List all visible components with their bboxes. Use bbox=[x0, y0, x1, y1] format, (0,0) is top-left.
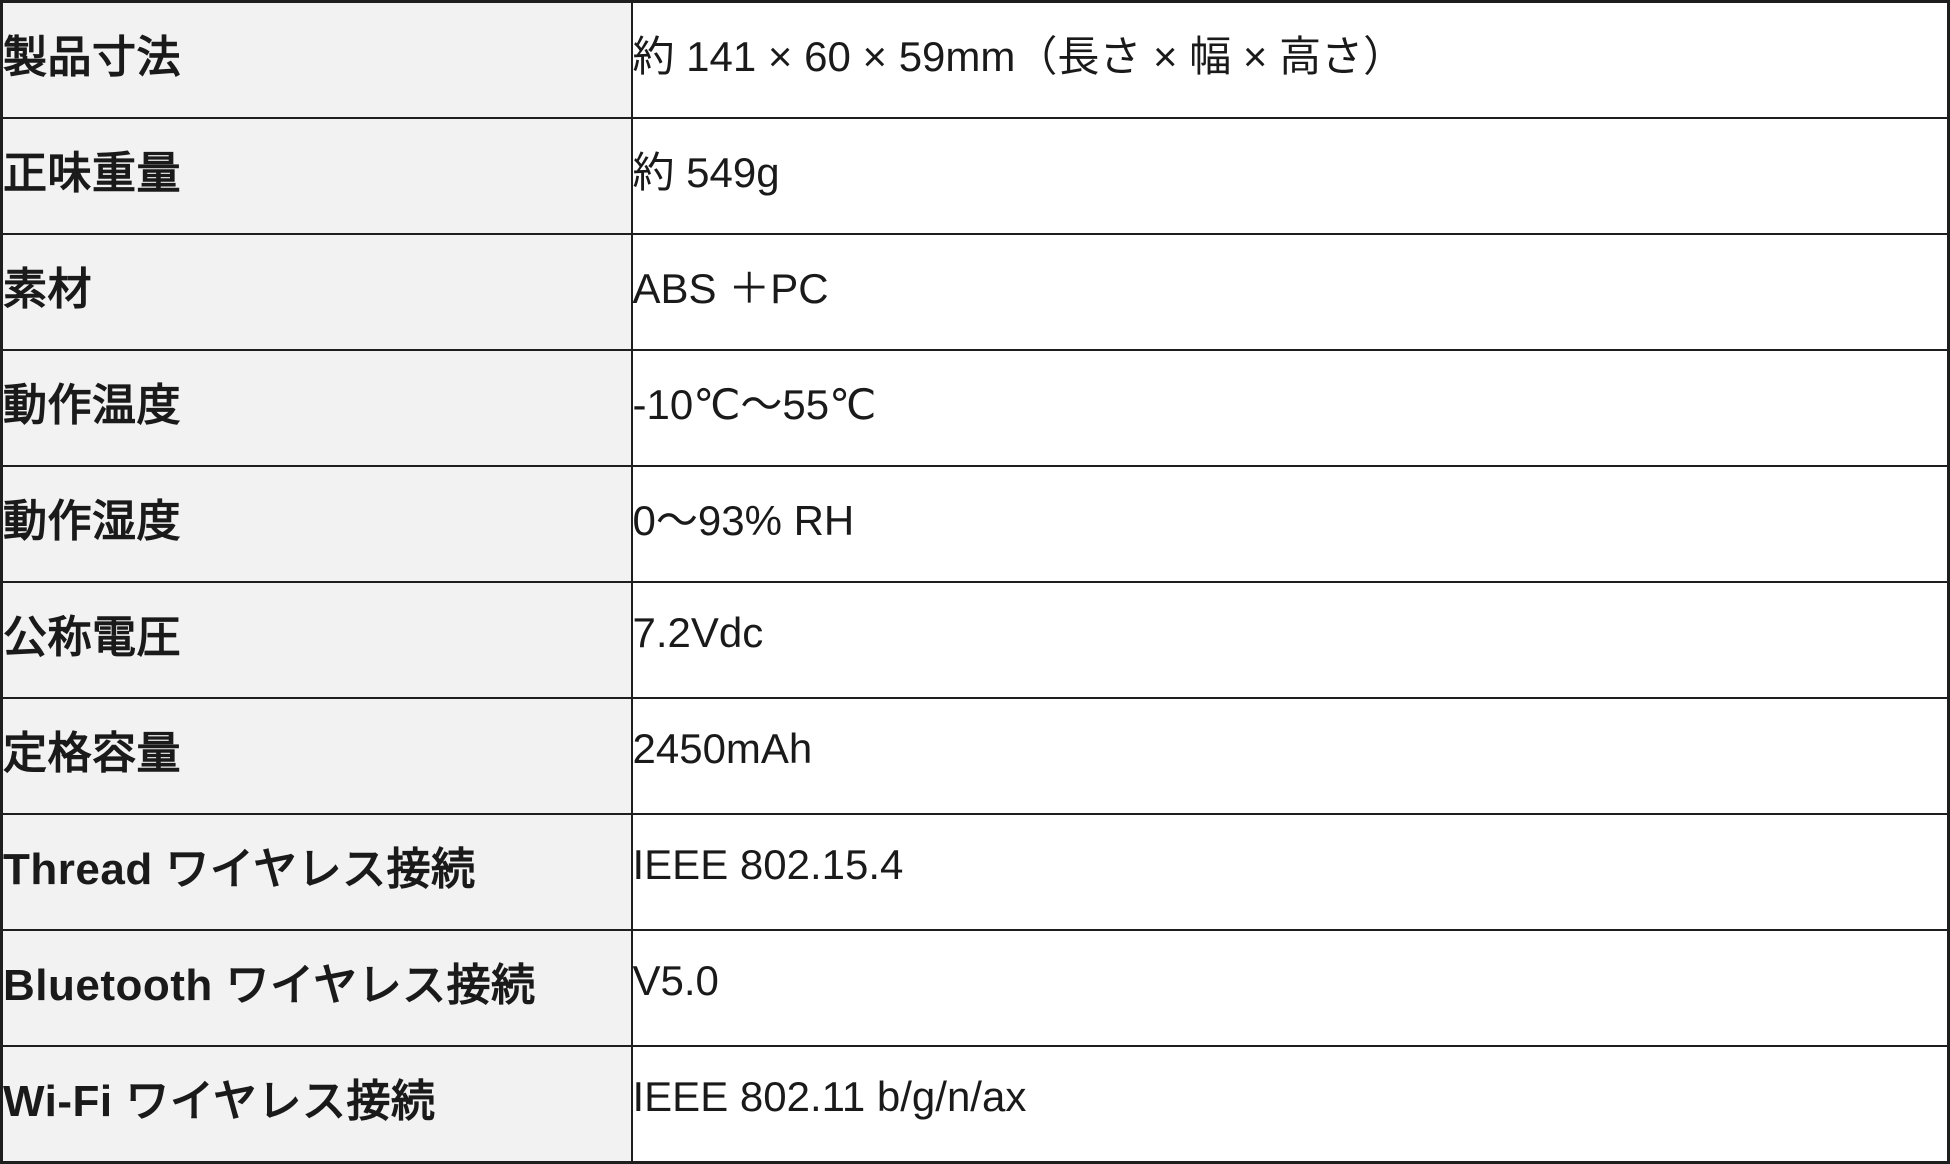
spec-value-bluetooth-wireless: V5.0 bbox=[630, 928, 1950, 1047]
spec-value-thread-wireless: IEEE 802.15.4 bbox=[630, 812, 1950, 931]
spec-label-operating-temperature: 動作温度 bbox=[0, 349, 633, 468]
spec-value-material: ABS ＋PC bbox=[630, 233, 1950, 352]
spec-label-bluetooth-wireless: Bluetooth ワイヤレス接続 bbox=[0, 928, 633, 1047]
spec-label-wifi-wireless: Wi-Fi ワイヤレス接続 bbox=[0, 1044, 633, 1164]
spec-label-operating-humidity: 動作湿度 bbox=[0, 465, 633, 583]
table-row: 動作温度 -10℃～55℃ bbox=[0, 349, 1950, 468]
spec-label-nominal-voltage: 公称電圧 bbox=[0, 580, 633, 699]
spec-value-operating-humidity: 0～93% RH bbox=[630, 465, 1950, 583]
spec-value-wifi-wireless: IEEE 802.11 b/g/n/ax bbox=[630, 1044, 1950, 1164]
table-row: Thread ワイヤレス接続 IEEE 802.15.4 bbox=[0, 812, 1950, 931]
spec-value-net-weight: 約 549g bbox=[630, 117, 1950, 236]
table-row: Wi-Fi ワイヤレス接続 IEEE 802.11 b/g/n/ax bbox=[0, 1044, 1950, 1164]
spec-label-net-weight: 正味重量 bbox=[0, 117, 633, 236]
table-row: 製品寸法 約 141 × 60 × 59mm（長さ × 幅 × 高さ） bbox=[0, 0, 1950, 120]
spec-value-nominal-voltage: 7.2Vdc bbox=[630, 580, 1950, 699]
table-row: 公称電圧 7.2Vdc bbox=[0, 580, 1950, 699]
table-row: 正味重量 約 549g bbox=[0, 117, 1950, 236]
spec-value-dimensions: 約 141 × 60 × 59mm（長さ × 幅 × 高さ） bbox=[630, 0, 1950, 120]
spec-value-rated-capacity: 2450mAh bbox=[630, 696, 1950, 815]
spec-label-dimensions: 製品寸法 bbox=[0, 0, 633, 120]
spec-value-operating-temperature: -10℃～55℃ bbox=[630, 349, 1950, 468]
spec-label-thread-wireless: Thread ワイヤレス接続 bbox=[0, 812, 633, 931]
table-row: 動作湿度 0～93% RH bbox=[0, 465, 1950, 583]
spec-label-material: 素材 bbox=[0, 233, 633, 352]
table-row: 定格容量 2450mAh bbox=[0, 696, 1950, 815]
table-row: 素材 ABS ＋PC bbox=[0, 233, 1950, 352]
table-row: Bluetooth ワイヤレス接続 V5.0 bbox=[0, 928, 1950, 1047]
spec-label-rated-capacity: 定格容量 bbox=[0, 696, 633, 815]
